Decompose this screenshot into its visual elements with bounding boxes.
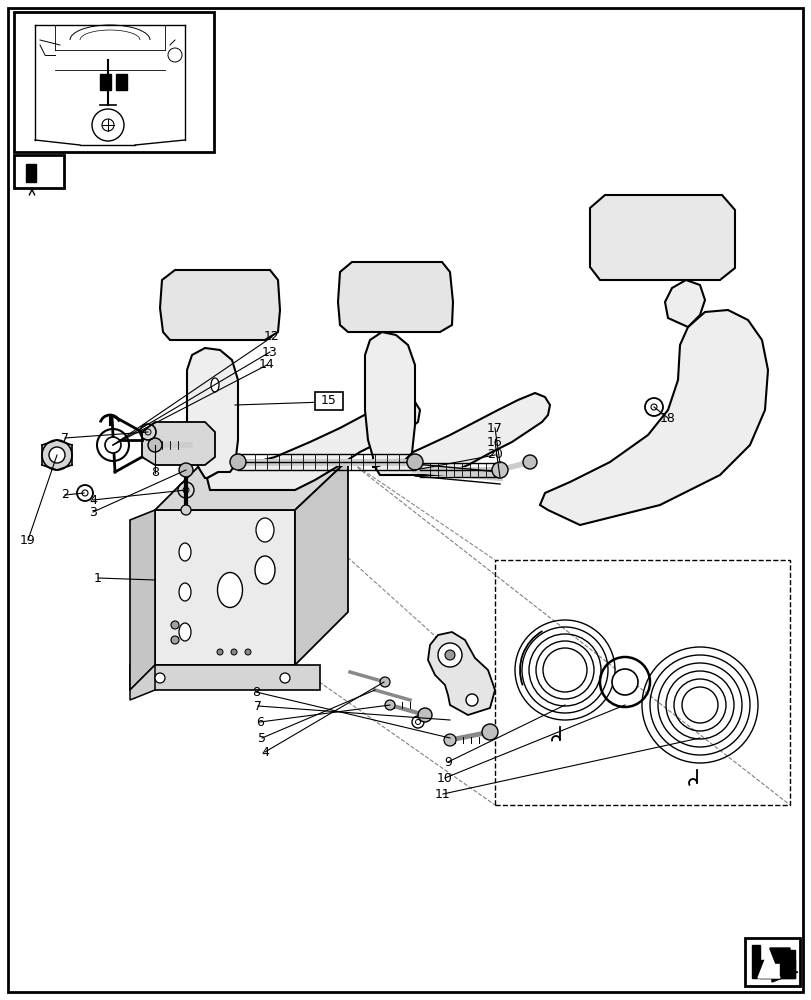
Text: 17: 17 [487,422,502,434]
Ellipse shape [255,518,273,542]
Circle shape [444,650,454,660]
Circle shape [171,621,178,629]
Polygon shape [757,950,779,978]
Bar [100,74,111,90]
Circle shape [280,673,290,683]
Polygon shape [427,632,495,715]
Polygon shape [130,510,155,690]
Text: 16: 16 [487,436,502,448]
Text: 5: 5 [258,731,266,744]
Bar [495,560,789,805]
Circle shape [466,694,478,706]
Circle shape [611,669,637,695]
Polygon shape [764,964,789,974]
Circle shape [155,673,165,683]
Bar [14,12,214,152]
Polygon shape [759,960,794,978]
Ellipse shape [178,583,191,601]
Polygon shape [294,460,348,665]
Polygon shape [142,422,215,465]
Text: 8: 8 [151,466,159,480]
Polygon shape [539,310,767,525]
Text: 4: 4 [89,493,97,506]
Text: 1: 1 [94,572,102,584]
Polygon shape [590,195,734,280]
Polygon shape [375,393,549,475]
Text: 6: 6 [255,715,264,728]
Circle shape [482,724,497,740]
Text: 20: 20 [487,448,502,462]
Text: 3: 3 [89,506,97,518]
Ellipse shape [178,623,191,641]
Polygon shape [155,510,294,665]
Polygon shape [155,460,348,510]
Polygon shape [130,665,320,690]
Circle shape [406,454,423,470]
Bar [26,164,36,182]
Circle shape [105,437,121,453]
Polygon shape [130,665,155,700]
Text: 7: 7 [254,700,262,712]
Text: 13: 13 [262,346,277,359]
Circle shape [522,455,536,469]
Circle shape [491,462,508,478]
Circle shape [178,463,193,477]
Text: 12: 12 [264,330,280,344]
Circle shape [42,440,72,470]
Text: 18: 18 [659,412,675,424]
Circle shape [217,649,223,655]
Polygon shape [187,348,238,478]
Circle shape [437,643,461,667]
Text: 8: 8 [251,686,260,698]
Text: 15: 15 [320,394,337,408]
Circle shape [230,454,246,470]
Circle shape [245,649,251,655]
Circle shape [384,700,394,710]
Ellipse shape [178,543,191,561]
Text: 2: 2 [61,488,69,502]
Text: 19: 19 [20,534,36,546]
Polygon shape [365,332,414,467]
Polygon shape [160,270,280,340]
Bar [116,74,127,90]
Text: 11: 11 [435,788,450,800]
Polygon shape [779,950,794,978]
Circle shape [380,677,389,687]
Polygon shape [337,262,453,332]
Bar [744,938,799,986]
Text: 7: 7 [61,432,69,444]
Polygon shape [207,398,419,490]
Ellipse shape [217,572,242,607]
Bar [14,155,64,188]
Circle shape [230,649,237,655]
Text: 10: 10 [436,772,453,784]
Polygon shape [769,948,797,982]
Circle shape [181,505,191,515]
Circle shape [418,708,431,722]
Polygon shape [664,280,704,327]
Circle shape [49,447,65,463]
Text: 4: 4 [261,745,268,758]
Circle shape [148,438,162,452]
Circle shape [171,636,178,644]
Bar [315,392,342,410]
Polygon shape [751,945,779,978]
Ellipse shape [211,378,219,392]
Text: 14: 14 [259,359,275,371]
Text: 9: 9 [444,756,452,768]
Circle shape [444,734,456,746]
Ellipse shape [255,556,275,584]
